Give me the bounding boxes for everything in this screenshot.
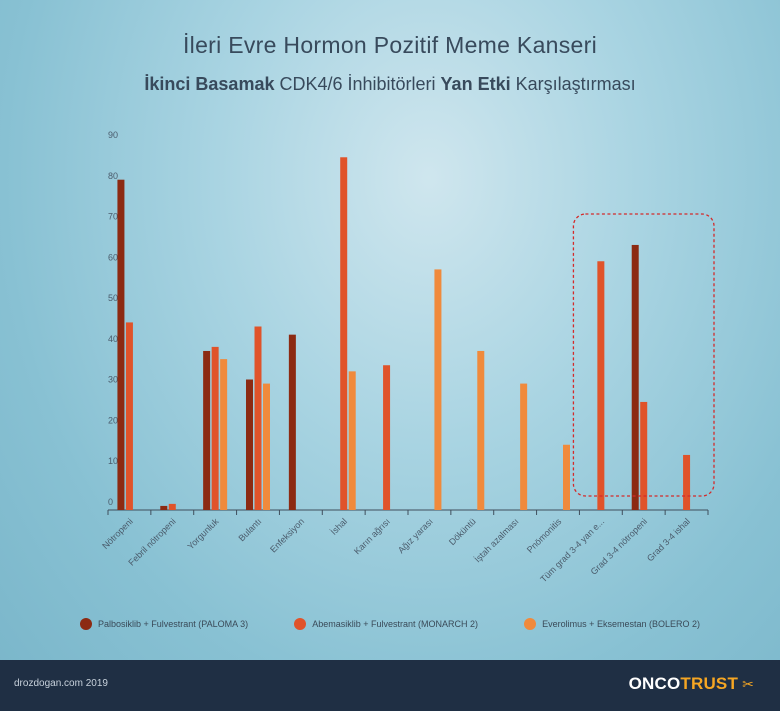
footer-bar: drozdogan.com 2019 ONCO TRUST ✂ [0, 660, 780, 711]
bar [631, 244, 639, 510]
legend-item: Abemasiklib + Fulvestrant (MONARCH 2) [294, 618, 478, 630]
bar [211, 346, 219, 510]
bar [597, 261, 605, 510]
subtitle-part: Karşılaştırması [510, 74, 636, 94]
bar [246, 379, 253, 510]
bar [348, 371, 356, 510]
x-tick-label: Bulantı [237, 516, 264, 543]
y-tick-label: 90 [108, 130, 118, 140]
legend-swatch [80, 618, 92, 630]
x-tick-label: Döküntü [447, 516, 478, 547]
x-tick-label: İştah azalması [472, 516, 520, 564]
x-tick-label: Ağız yarası [396, 516, 435, 555]
x-tick-label: Grad 3-4 ishal [645, 516, 692, 563]
scissors-icon: ✂ [742, 675, 754, 692]
bar [168, 503, 176, 510]
bar [117, 179, 125, 510]
bar [263, 383, 270, 510]
chart-subtitle: İkinci Basamak CDK4/6 İnhibitörleri Yan … [0, 74, 780, 95]
bar [683, 454, 691, 510]
oncotrust-logo[interactable]: ONCO TRUST ✂ [629, 674, 754, 694]
legend-swatch [294, 618, 307, 630]
x-tick-label: Karın ağrısı [352, 516, 392, 556]
legend-item: Palbosiklib + Fulvestrant (PALOMA 3) [80, 618, 248, 630]
legend-label: Abemasiklib + Fulvestrant (MONARCH 2) [312, 619, 479, 629]
logo-text-trust: TRUST [680, 674, 739, 693]
chart-legend: Palbosiklib + Fulvestrant (PALOMA 3) Abe… [80, 612, 700, 636]
bar [340, 157, 348, 510]
bar [477, 350, 485, 510]
bar [203, 350, 211, 510]
y-tick-label: 20 [108, 415, 118, 425]
bar [434, 269, 442, 510]
bar [640, 401, 648, 510]
x-tick-label: Yorgunluk [185, 516, 220, 551]
bar [254, 326, 262, 510]
y-tick-label: 30 [108, 375, 118, 385]
highlight-box [572, 213, 715, 497]
bar [125, 322, 133, 510]
y-tick-label: 60 [108, 252, 118, 262]
subtitle-part: Yan Etki [440, 74, 511, 94]
subtitle-part: İkinci Basamak [144, 74, 275, 94]
x-tick-label: Pnömonitis [525, 516, 564, 555]
legend-label: Palbosiklib + Fulvestrant (PALOMA 3) [98, 619, 249, 629]
y-tick-label: 10 [108, 456, 118, 466]
bar [160, 505, 168, 510]
bar [563, 444, 570, 510]
bar [220, 359, 228, 510]
logo-text-onco: ONCO [628, 674, 681, 693]
bar [288, 334, 296, 510]
legend-swatch [524, 618, 537, 630]
x-tick-label: Enfeksiyon [268, 516, 306, 554]
y-tick-label: 70 [108, 212, 118, 222]
y-tick-label: 50 [108, 293, 118, 303]
y-tick-label: 80 [108, 171, 118, 181]
x-tick-label: İshal [329, 516, 350, 537]
footer-url[interactable]: drozdogan.com 2019 [14, 678, 108, 689]
legend-item: Everolimus + Eksemestan (BOLERO 2) [524, 618, 700, 630]
x-tick-label: Nötropeni [100, 516, 135, 551]
bar [520, 383, 528, 510]
bar [383, 365, 391, 510]
y-tick-label: 40 [108, 334, 118, 344]
subtitle-part: CDK4/6 İnhibitörleri [274, 74, 441, 94]
chart-title: İleri Evre Hormon Pozitif Meme Kanseri [182, 32, 598, 58]
y-tick-label: 0 [108, 497, 113, 507]
legend-label: Everolimus + Eksemestan (BOLERO 2) [542, 619, 700, 629]
